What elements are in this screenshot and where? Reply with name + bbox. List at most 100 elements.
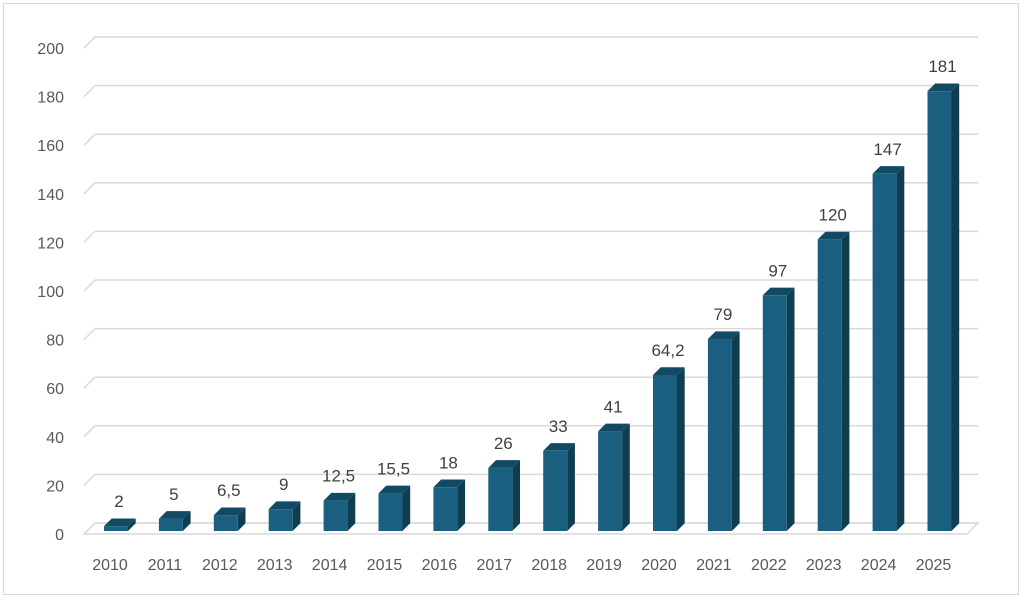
- bar-top: [653, 367, 685, 375]
- bar: [158, 511, 191, 531]
- bar: [488, 460, 520, 531]
- bar: [213, 507, 246, 531]
- bar-side: [512, 460, 520, 531]
- data-label: 15,5: [377, 459, 410, 478]
- x-tick-label: 2018: [531, 557, 567, 574]
- bar-side: [951, 83, 960, 531]
- bar-side: [567, 443, 575, 531]
- bar-side: [402, 485, 411, 531]
- chart-floor: [82, 522, 980, 535]
- gridline-depth: [83, 376, 96, 389]
- bar-top: [378, 485, 411, 494]
- y-tick-label: 0: [55, 527, 64, 544]
- bar: [598, 423, 630, 531]
- x-tick-label: 2011: [148, 557, 183, 574]
- bar-top: [158, 511, 191, 519]
- gridline-depth: [83, 279, 96, 292]
- bar-front: [872, 173, 897, 532]
- bar-side: [841, 231, 850, 531]
- bar-side: [457, 479, 466, 531]
- y-tick-label: 140: [37, 187, 64, 204]
- gridline-depth: [83, 473, 96, 486]
- data-label: 33: [549, 417, 568, 436]
- y-tick-label: 40: [46, 430, 64, 447]
- bar: [762, 287, 795, 531]
- x-tick-label: 2021: [696, 557, 732, 574]
- bar: [927, 83, 960, 532]
- bar-side: [622, 423, 630, 531]
- bar-top: [817, 231, 850, 240]
- bar-top: [268, 501, 301, 510]
- bar-front: [104, 526, 128, 531]
- bar-top: [104, 518, 136, 527]
- x-tick-label: 2016: [422, 557, 458, 574]
- x-tick-label: 2015: [367, 557, 403, 574]
- bar-front: [488, 467, 513, 531]
- bar-top: [598, 423, 630, 432]
- bar-top: [213, 507, 246, 516]
- data-label: 64,2: [651, 341, 684, 360]
- gridline-depth: [83, 425, 96, 438]
- data-label: 79: [713, 305, 732, 324]
- bar-side: [786, 287, 795, 531]
- gridline-depth: [83, 133, 96, 146]
- bar-side: [731, 331, 740, 531]
- data-label: 6,5: [217, 481, 241, 500]
- bar-side: [292, 501, 301, 531]
- x-tick-label: 2023: [806, 557, 842, 574]
- data-label: 12,5: [322, 467, 355, 486]
- bar-front: [817, 239, 842, 531]
- bar-front: [762, 295, 787, 531]
- y-tick-label: 80: [46, 333, 64, 350]
- y-tick-label: 200: [37, 41, 64, 58]
- bar: [433, 479, 466, 531]
- gridline-depth: [83, 182, 96, 195]
- x-tick-label: 2020: [641, 557, 677, 574]
- bar-top: [872, 166, 905, 174]
- bar: [378, 485, 411, 531]
- bar-side: [128, 518, 136, 531]
- bar-side: [182, 511, 191, 531]
- bars: [104, 83, 960, 532]
- bar: [104, 518, 136, 531]
- bar-front: [158, 518, 183, 531]
- bar-front: [268, 509, 293, 531]
- bar-front: [543, 450, 568, 531]
- bar-side: [896, 166, 905, 531]
- bar: [543, 443, 575, 531]
- data-label: 181: [928, 57, 956, 76]
- bar-front: [213, 515, 238, 531]
- bar: [872, 166, 905, 532]
- y-tick-label: 20: [46, 478, 64, 495]
- data-label: 41: [604, 397, 623, 416]
- data-label: 18: [439, 453, 458, 472]
- gridline-depth: [83, 328, 96, 341]
- bar-top: [927, 83, 960, 92]
- data-label: 26: [494, 434, 513, 453]
- y-axis-ticks: 0 20 40 60 80 100 120 140 160 180 200: [37, 41, 64, 544]
- x-tick-label: 2014: [312, 557, 348, 574]
- y-tick-label: 60: [46, 381, 64, 398]
- bar: [653, 367, 685, 531]
- x-tick-label: 2013: [257, 557, 293, 574]
- x-tick-label: 2012: [202, 557, 238, 574]
- bar-side: [677, 367, 685, 531]
- x-tick-label: 2022: [751, 557, 787, 574]
- bar-front: [653, 374, 677, 531]
- x-tick-label: 2025: [916, 557, 952, 574]
- bar: [268, 501, 301, 531]
- x-axis-ticks: 2010 2011 2012 2013 2014 2015 2016 2017 2018 2019…: [92, 557, 951, 574]
- bar-front: [598, 431, 623, 531]
- x-tick-label: 2019: [586, 557, 622, 574]
- x-tick-label: 2024: [861, 557, 897, 574]
- gridline-depth: [83, 36, 96, 49]
- bar-top: [433, 479, 466, 488]
- bar-front: [378, 493, 403, 531]
- bar-top: [707, 331, 740, 340]
- data-label: 9: [279, 475, 288, 494]
- bar: [817, 231, 850, 531]
- bar-top: [762, 287, 795, 296]
- gridline-depth: [83, 85, 96, 98]
- bar-top: [323, 492, 356, 501]
